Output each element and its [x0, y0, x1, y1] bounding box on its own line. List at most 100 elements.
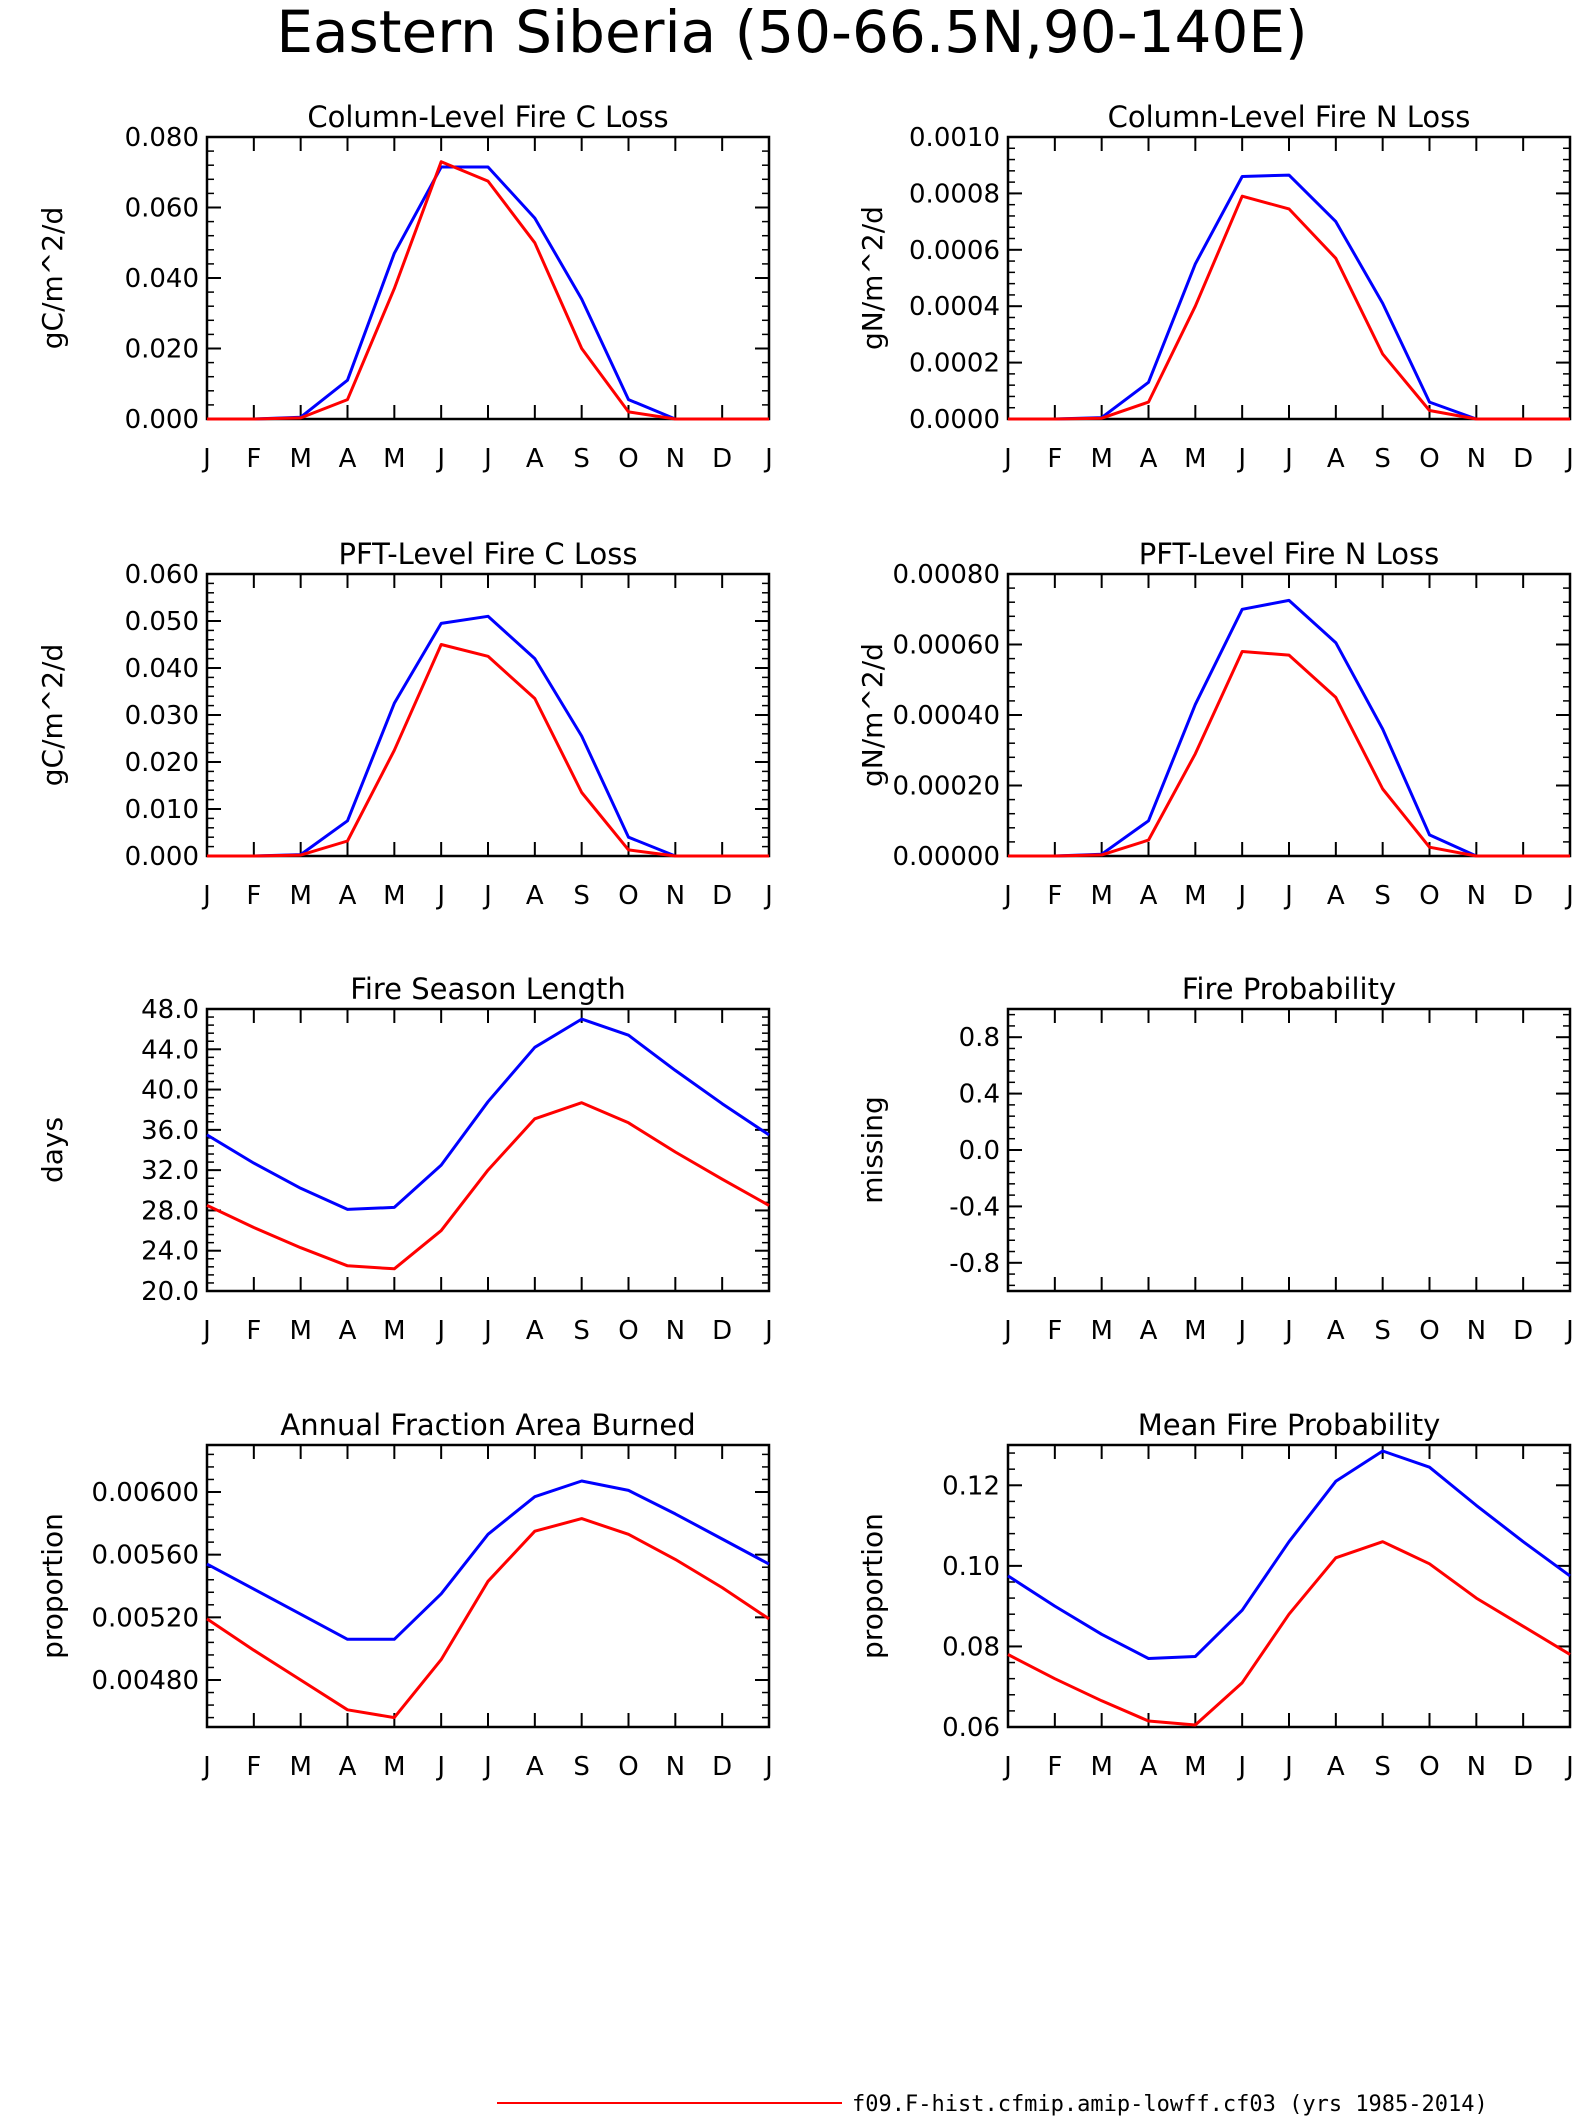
y-tick-label: 0.10: [942, 1552, 1000, 1582]
series-line-blue: [206, 1479, 770, 1641]
series-line-blue: [206, 1017, 770, 1211]
series-line-red: [1008, 194, 1570, 421]
y-axis-label: gN/m^2/d: [856, 206, 889, 350]
y-tick-label: 0.00520: [91, 1603, 199, 1633]
x-tick-label: J: [763, 444, 773, 474]
x-tick-label: A: [339, 1316, 357, 1346]
x-tick-label: A: [339, 1752, 357, 1782]
y-tick-label: 0.00480: [91, 1666, 199, 1696]
x-tick-label: J: [763, 1752, 773, 1782]
y-tick-label: 0.00560: [91, 1541, 199, 1571]
y-axis-label: gC/m^2/d: [36, 644, 69, 787]
x-tick-label: J: [1002, 881, 1012, 911]
plot-frame: [1006, 135, 1572, 421]
x-tick-label: J: [482, 444, 492, 474]
plot-frame: [1006, 572, 1572, 858]
x-tick-label: J: [1283, 1752, 1293, 1782]
y-tick-label: 0.020: [125, 748, 199, 778]
panel-title: Column-Level Fire N Loss: [1108, 100, 1471, 134]
x-tick-label: D: [1513, 444, 1533, 474]
x-tick-label: A: [1140, 1752, 1158, 1782]
y-tick-label: 40.0: [141, 1076, 199, 1106]
plot-frame: [205, 1007, 771, 1293]
series-line-red: [207, 160, 769, 421]
plot-frame: [1006, 1443, 1572, 1729]
x-tick-label: N: [1467, 444, 1486, 474]
y-tick-label: 20.0: [141, 1277, 199, 1307]
series-line-red: [1008, 650, 1570, 858]
y-tick-label: 0.040: [125, 654, 199, 684]
chart-panels: J F M A M J J A S O N D J0.0000.0200.0400.0600.080Co…: [36, 100, 1574, 1782]
y-tick-label: 0.12: [942, 1471, 1000, 1501]
x-tick-label: D: [1513, 881, 1533, 911]
x-tick-label: D: [712, 881, 732, 911]
x-tick-label: F: [1047, 444, 1062, 474]
x-tick-label: S: [573, 444, 590, 474]
legend: f09.F-hist.cfmip.amip-lowff.cf03 (yrs 19…: [497, 2092, 1488, 2117]
x-tick-label: F: [246, 1316, 261, 1346]
x-tick-label: J: [482, 1316, 492, 1346]
x-tick-label: M: [289, 1316, 311, 1346]
y-tick-label: 0.000: [125, 842, 199, 872]
y-tick-label: 0.060: [125, 194, 199, 224]
x-tick-label: J: [201, 1752, 211, 1782]
x-tick-label: M: [1090, 1316, 1112, 1346]
x-tick-label: D: [712, 1752, 732, 1782]
chart-panel-5: J F M A M J J A S O N D J20.024.028.032.036.040.044.…: [36, 972, 773, 1346]
x-tick-label: J: [482, 1752, 492, 1782]
y-tick-label: 0.0006: [909, 236, 1000, 266]
x-tick-label: M: [1090, 1752, 1112, 1782]
x-tick-label: J: [1236, 1316, 1246, 1346]
x-tick-label: N: [666, 1752, 685, 1782]
y-tick-label: 0.0000: [909, 405, 1000, 435]
x-tick-label: F: [1047, 1752, 1062, 1782]
y-tick-label: 0.010: [125, 795, 199, 825]
x-tick-label: O: [618, 1316, 638, 1346]
panel-title: Mean Fire Probability: [1138, 1408, 1441, 1442]
y-tick-label: 0.060: [125, 560, 199, 590]
x-tick-label: J: [201, 444, 211, 474]
x-tick-label: N: [666, 444, 685, 474]
x-tick-label: A: [1327, 1316, 1345, 1346]
series-line-red: [207, 643, 769, 858]
x-tick-label: F: [246, 444, 261, 474]
plot-frame: [205, 1443, 771, 1729]
y-tick-label: 0.00080: [892, 560, 1000, 590]
y-tick-label: 24.0: [141, 1237, 199, 1267]
x-tick-label: J: [1283, 1316, 1293, 1346]
x-tick-label: M: [1184, 444, 1206, 474]
main-title: Eastern Siberia (50-66.5N,90-140E): [276, 0, 1307, 66]
x-tick-label: F: [1047, 1316, 1062, 1346]
x-tick-label: N: [1467, 1316, 1486, 1346]
y-axis-label: proportion: [856, 1513, 889, 1659]
panel-title: PFT-Level Fire N Loss: [1139, 537, 1439, 571]
x-tick-label: J: [435, 1752, 445, 1782]
x-tick-label: A: [1327, 444, 1345, 474]
y-tick-label: 36.0: [141, 1116, 199, 1146]
y-tick-label: 32.0: [141, 1156, 199, 1186]
series-line-blue: [207, 614, 769, 858]
y-tick-label: 0.0002: [909, 349, 1000, 379]
chart-panel-7: J F M A M J J A S O N D J0.004800.005200.005600.0060…: [36, 1408, 773, 1782]
y-tick-label: 0.00040: [892, 701, 1000, 731]
series-line-blue: [1007, 1449, 1571, 1660]
x-tick-label: N: [1467, 881, 1486, 911]
x-tick-label: O: [618, 444, 638, 474]
series-line-blue: [1008, 598, 1570, 858]
x-tick-label: F: [1047, 881, 1062, 911]
y-tick-label: 0.030: [125, 701, 199, 731]
x-tick-label: M: [289, 444, 311, 474]
y-tick-label: 0.0010: [909, 123, 1000, 153]
x-tick-label: A: [339, 881, 357, 911]
x-tick-label: S: [1374, 881, 1391, 911]
x-tick-label: J: [201, 1316, 211, 1346]
x-tick-label: J: [1002, 1752, 1012, 1782]
y-tick-label: 0.4: [959, 1080, 1000, 1110]
x-tick-label: O: [618, 881, 638, 911]
x-tick-label: F: [246, 881, 261, 911]
series-line-red: [206, 1517, 770, 1720]
y-tick-label: 0.040: [125, 264, 199, 294]
chart-panel-4: J F M A M J J A S O N D J0.000000.000200.000400.0006…: [856, 537, 1574, 911]
y-tick-label: 0.020: [125, 335, 199, 365]
